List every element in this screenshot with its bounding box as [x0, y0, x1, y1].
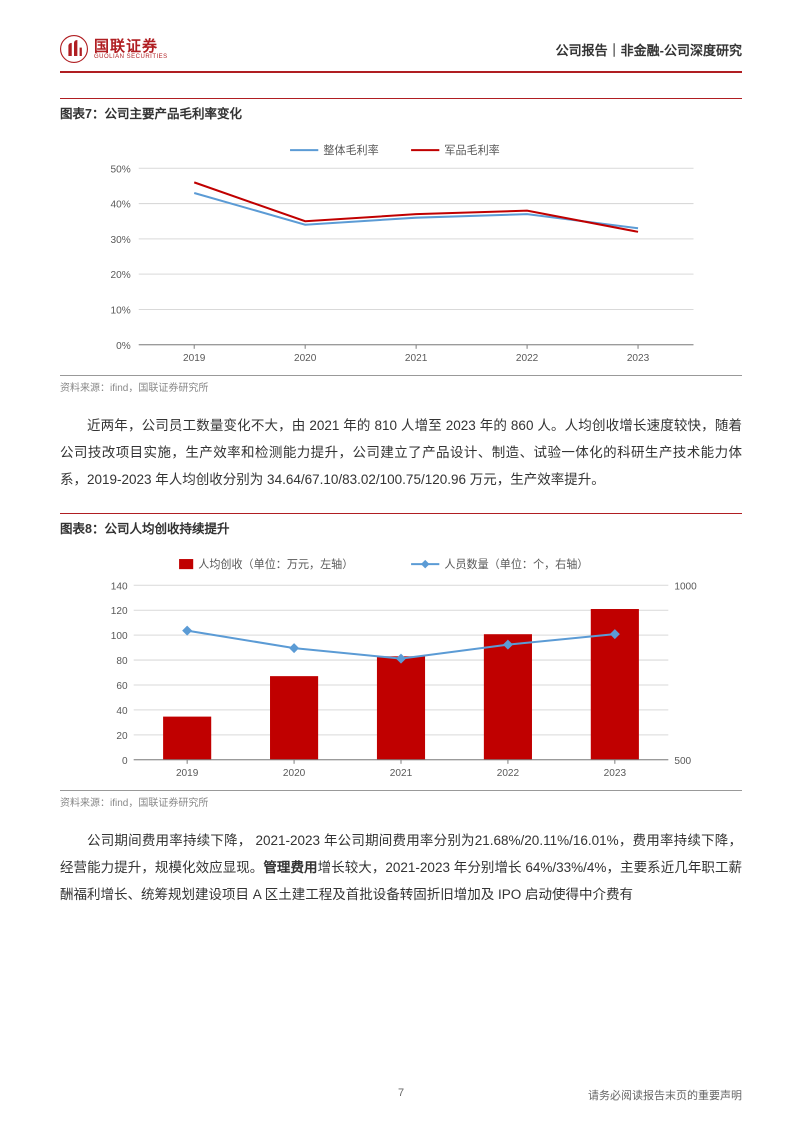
svg-text:1000: 1000 — [674, 581, 697, 592]
svg-text:50%: 50% — [110, 164, 130, 175]
svg-text:2023: 2023 — [604, 768, 627, 779]
svg-text:40: 40 — [116, 706, 128, 717]
svg-text:100: 100 — [111, 631, 128, 642]
svg-text:2020: 2020 — [294, 353, 317, 364]
svg-text:40%: 40% — [110, 200, 130, 211]
logo-name-cn: 国联证券 — [94, 39, 168, 54]
svg-text:20: 20 — [116, 731, 128, 742]
chart7-section: 图表7：公司主要产品毛利率变化 整体毛利率 军品毛利率 0% 10% 20% 30% 40%… — [60, 98, 742, 394]
svg-text:2021: 2021 — [405, 353, 428, 364]
svg-text:2019: 2019 — [176, 768, 199, 779]
svg-text:120: 120 — [111, 606, 128, 617]
page-header: 国联证券 GUOLIAN SECURITIES 公司报告｜非金融-公司深度研究 — [60, 35, 742, 73]
chart8-container: 人均创收（单位：万元，左轴） 人员数量（单位：个，右轴） 0 20 40 60 80 100 1… — [60, 545, 742, 790]
svg-text:500: 500 — [674, 756, 691, 767]
chart7-svg: 整体毛利率 军品毛利率 0% 10% 20% 30% 40% 50% 2019 2020 2021 2… — [80, 138, 722, 370]
logo-icon — [60, 35, 88, 63]
svg-text:0%: 0% — [116, 341, 131, 352]
svg-text:整体毛利率: 整体毛利率 — [323, 143, 378, 157]
svg-text:0: 0 — [122, 756, 128, 767]
svg-text:80: 80 — [116, 656, 128, 667]
svg-text:30%: 30% — [110, 235, 130, 246]
svg-text:140: 140 — [111, 581, 128, 592]
svg-text:2023: 2023 — [627, 353, 650, 364]
svg-text:2021: 2021 — [390, 768, 413, 779]
svg-text:人员数量（单位：个，右轴）: 人员数量（单位：个，右轴） — [444, 557, 588, 571]
svg-text:人均创收（单位：万元，左轴）: 人均创收（单位：万元，左轴） — [198, 557, 353, 571]
chart7-source: 资料来源：ifind，国联证券研究所 — [60, 375, 742, 394]
header-category: 公司报告｜非金融-公司深度研究 — [556, 40, 742, 59]
svg-text:2022: 2022 — [516, 353, 539, 364]
svg-text:20%: 20% — [110, 270, 130, 281]
chart8-svg: 人均创收（单位：万元，左轴） 人员数量（单位：个，右轴） 0 20 40 60 80 100 1… — [80, 553, 722, 785]
svg-text:60: 60 — [116, 681, 128, 692]
chart8-title: 图表8：公司人均创收持续提升 — [60, 518, 742, 537]
logo: 国联证券 GUOLIAN SECURITIES — [60, 35, 168, 63]
paragraph-2: 公司期间费用率持续下降， 2021-2023 年公司期间费用率分别为21.68%… — [60, 827, 742, 908]
svg-text:2022: 2022 — [497, 768, 520, 779]
para2-part-b: 管理费用 — [263, 860, 317, 875]
logo-name-en: GUOLIAN SECURITIES — [94, 54, 168, 60]
svg-text:2019: 2019 — [183, 353, 206, 364]
chart7-title: 图表7：公司主要产品毛利率变化 — [60, 103, 742, 122]
page-footer: 7 请务必阅读报告末页的重要声明 — [60, 1087, 742, 1103]
chart8-section: 图表8：公司人均创收持续提升 人均创收（单位：万元，左轴） 人员数量（单位：个，右… — [60, 513, 742, 809]
page-number: 7 — [398, 1087, 404, 1099]
footer-disclaimer: 请务必阅读报告末页的重要声明 — [588, 1087, 742, 1103]
paragraph-1: 近两年，公司员工数量变化不大，由 2021 年的 810 人增至 2023 年的… — [60, 412, 742, 493]
chart7-container: 整体毛利率 军品毛利率 0% 10% 20% 30% 40% 50% 2019 2020 2021 2… — [60, 130, 742, 375]
svg-text:10%: 10% — [110, 306, 130, 317]
svg-text:2020: 2020 — [283, 768, 306, 779]
chart8-source: 资料来源：ifind，国联证券研究所 — [60, 790, 742, 809]
svg-text:军品毛利率: 军品毛利率 — [444, 143, 499, 157]
